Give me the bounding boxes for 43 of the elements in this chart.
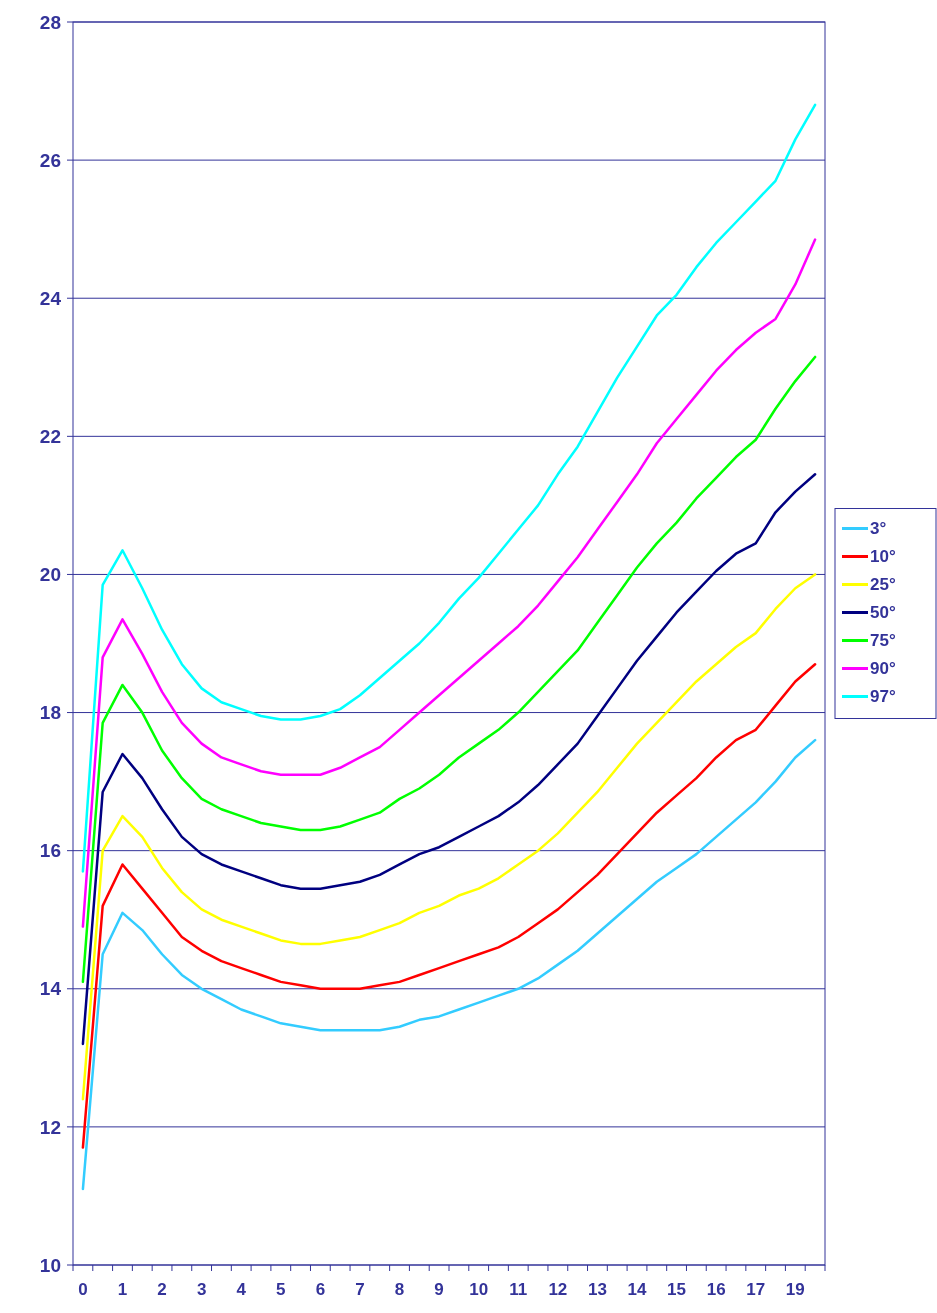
x-tick-label: 8 — [394, 1280, 405, 1299]
x-tick-label: 11 — [509, 1280, 528, 1299]
legend-label: 50° — [870, 603, 896, 623]
y-tick-label: 14 — [39, 978, 62, 1000]
line-series — [81, 662, 817, 1149]
legend-label: 97° — [870, 687, 896, 707]
x-tick-label: 2 — [157, 1280, 167, 1299]
x-tick-label: 3 — [196, 1280, 207, 1299]
x-tick-label: 16 — [706, 1280, 726, 1299]
line-series — [81, 238, 817, 928]
legend-label: 75° — [870, 631, 896, 651]
legend-label: 90° — [870, 659, 896, 679]
y-tick-label: 24 — [39, 287, 62, 309]
y-tick-label: 28 — [39, 11, 61, 33]
legend-label: 10° — [870, 547, 896, 567]
x-tick-label: 0 — [78, 1280, 88, 1299]
x-tick-label: 15 — [667, 1280, 687, 1299]
y-tick-label: 20 — [39, 564, 61, 586]
y-tick-label: 22 — [39, 425, 61, 447]
line-series — [81, 473, 817, 1046]
x-tick-label: 19 — [785, 1280, 805, 1299]
y-tick-label: 12 — [39, 1116, 61, 1138]
x-tick-label: 13 — [587, 1280, 607, 1299]
y-tick-label: 16 — [39, 840, 61, 862]
x-tick-label: 4 — [236, 1280, 247, 1299]
legend-label: 3° — [870, 519, 887, 539]
x-tick-label: 7 — [355, 1280, 365, 1299]
y-tick-label: 18 — [39, 702, 61, 724]
x-tick-label: 12 — [548, 1280, 568, 1299]
line-series — [81, 355, 817, 984]
legend-label: 25° — [870, 575, 896, 595]
x-tick-label: 10 — [469, 1280, 489, 1299]
x-tick-label: 14 — [627, 1280, 647, 1299]
y-tick-label: 26 — [39, 149, 61, 171]
x-tick-label: 5 — [276, 1280, 286, 1299]
x-tick-label: 17 — [746, 1280, 766, 1299]
y-tick-label: 10 — [39, 1254, 61, 1276]
x-tick-label: 6 — [315, 1280, 326, 1299]
x-tick-label: 1 — [117, 1280, 128, 1299]
line-series — [81, 738, 817, 1191]
x-tick-label: 9 — [434, 1280, 444, 1299]
line-series — [81, 573, 817, 1101]
line-series — [81, 103, 817, 873]
